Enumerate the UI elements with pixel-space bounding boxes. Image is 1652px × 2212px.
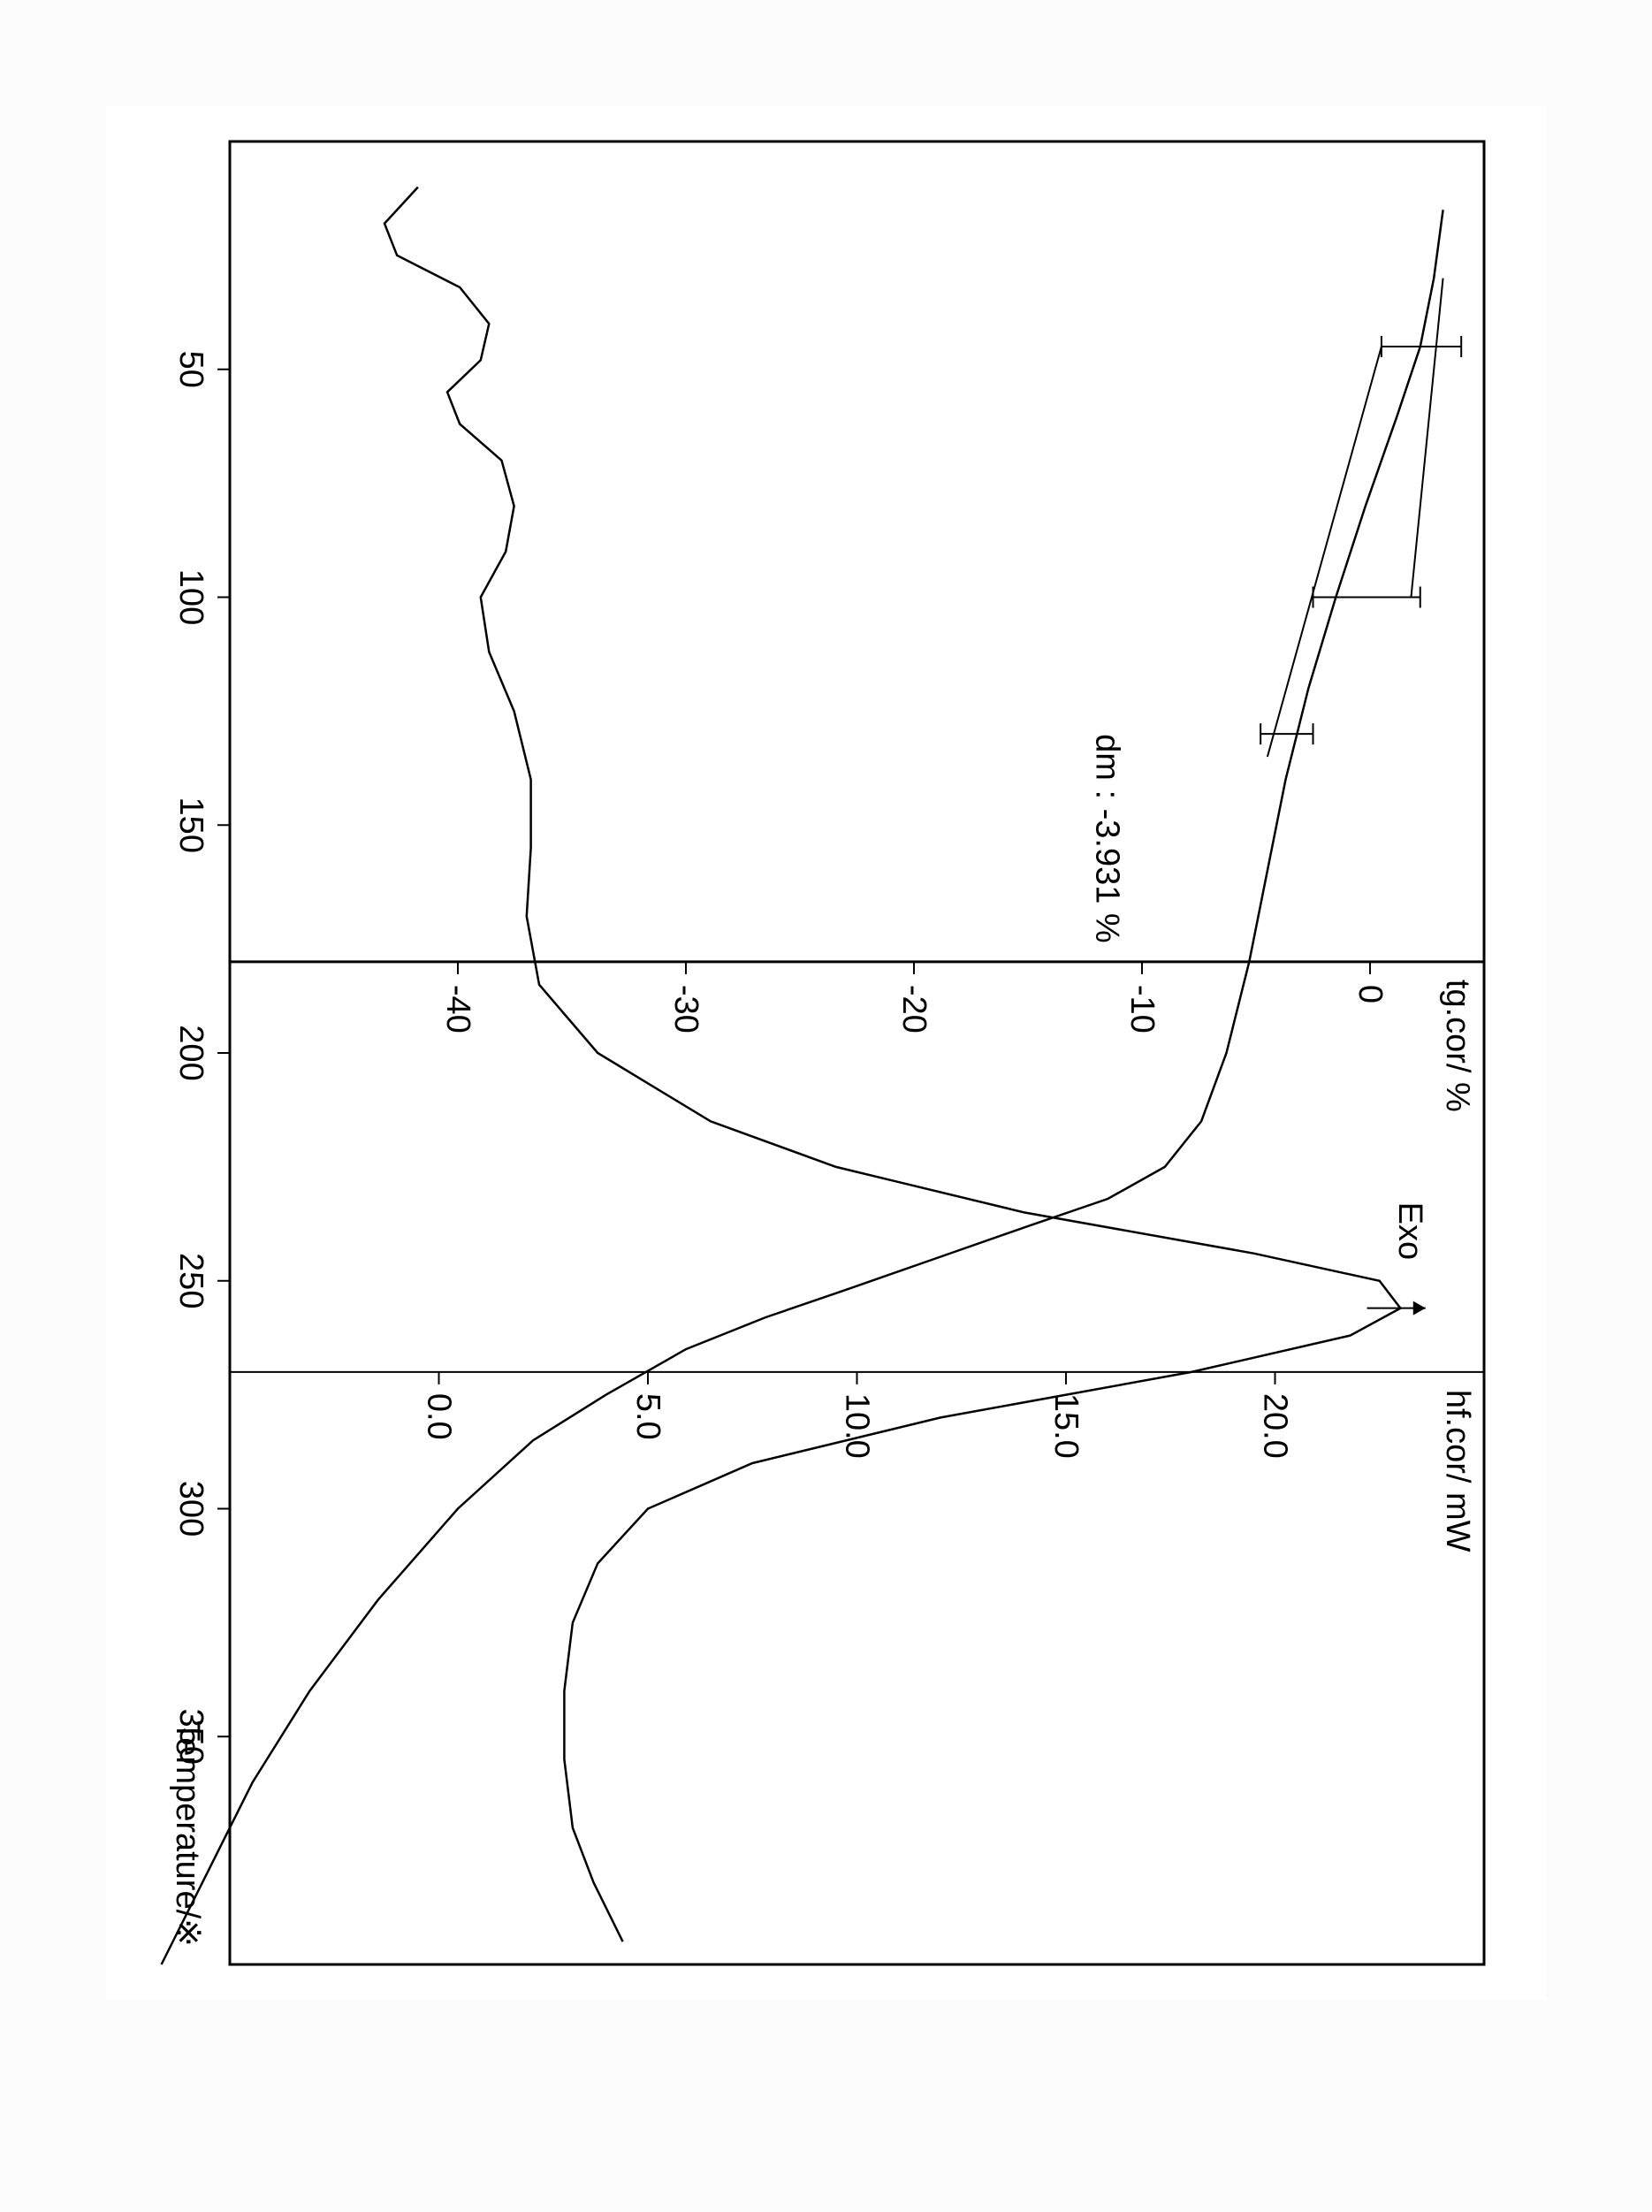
exo-annotation: Exo xyxy=(1391,1202,1428,1260)
svg-text:250: 250 xyxy=(172,1253,209,1308)
svg-text:15.0: 15.0 xyxy=(1047,1393,1085,1459)
y-axis-left-label: tg.cor/ % xyxy=(1439,980,1476,1112)
thermal-chart: 0 -10 -20 -30 -40 tg.cor/ % 0.0 5.0 10.0 15.0 20.0… xyxy=(106,106,1546,2000)
svg-text:-30: -30 xyxy=(667,985,704,1034)
page: 0 -10 -20 -30 -40 tg.cor/ % 0.0 5.0 10.0 15.0 20.0… xyxy=(0,0,1652,2212)
svg-text:5.0: 5.0 xyxy=(629,1393,666,1440)
svg-text:150: 150 xyxy=(172,797,209,853)
svg-text:0.0: 0.0 xyxy=(421,1393,458,1440)
y-axis-right-label: hf.cor/ mW xyxy=(1439,1390,1476,1552)
svg-text:10.0: 10.0 xyxy=(839,1393,876,1459)
tg-curve xyxy=(162,210,1443,1964)
dm-annotation: dm : -3.931 % xyxy=(1088,734,1125,943)
svg-text:-10: -10 xyxy=(1123,985,1161,1034)
svg-text:200: 200 xyxy=(172,1025,209,1080)
svg-text:50: 50 xyxy=(172,351,209,388)
svg-text:-20: -20 xyxy=(895,985,933,1034)
svg-text:0: 0 xyxy=(1351,985,1389,1003)
svg-text:20.0: 20.0 xyxy=(1257,1393,1294,1459)
svg-text:100: 100 xyxy=(172,569,209,625)
svg-text:-40: -40 xyxy=(439,985,476,1034)
svg-text:300: 300 xyxy=(172,1481,209,1537)
chart-svg: 0 -10 -20 -30 -40 tg.cor/ % 0.0 5.0 10.0 15.0 20.0… xyxy=(106,106,1546,2000)
hf-curve xyxy=(384,187,1400,1942)
